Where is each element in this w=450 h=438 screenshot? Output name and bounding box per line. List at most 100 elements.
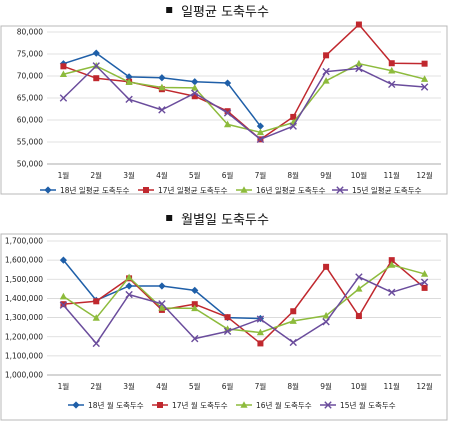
data-point bbox=[290, 113, 297, 120]
series-line bbox=[63, 264, 425, 334]
data-point bbox=[125, 78, 133, 85]
y-tick-label: 1,200,000 bbox=[5, 332, 43, 341]
data-point bbox=[420, 83, 429, 91]
data-point bbox=[158, 83, 166, 91]
y-tick-label: 75,000 bbox=[17, 50, 43, 59]
y-tick-label: 1,000,000 bbox=[5, 371, 43, 380]
data-point bbox=[125, 273, 133, 281]
data-point bbox=[92, 62, 100, 70]
data-point bbox=[388, 80, 396, 89]
data-point bbox=[224, 314, 231, 321]
legend-marker bbox=[240, 401, 248, 408]
data-point bbox=[289, 338, 297, 347]
data-point bbox=[420, 278, 429, 286]
data-point bbox=[322, 311, 330, 319]
data-point bbox=[420, 75, 429, 82]
legend-item: 16년 월 도축두수 bbox=[236, 400, 312, 410]
x-tick-label: 10월 bbox=[351, 381, 368, 391]
y-tick-label: 50,000 bbox=[17, 160, 43, 169]
legend-item: 17년 월 도축두수 bbox=[152, 400, 228, 410]
data-point bbox=[92, 314, 100, 321]
x-tick-label: 9월 bbox=[320, 381, 332, 391]
chart-title: 일평균 도축두수 bbox=[181, 5, 269, 20]
y-tick-label: 1,600,000 bbox=[5, 256, 43, 265]
x-tick-label: 5월 bbox=[189, 170, 201, 180]
legend-item: 18년 일평균 도축두수 bbox=[40, 185, 130, 195]
data-point bbox=[191, 89, 199, 97]
data-point bbox=[125, 290, 133, 299]
data-point bbox=[256, 328, 265, 336]
y-tick-label: 1,300,000 bbox=[5, 313, 43, 322]
legend-marker bbox=[72, 401, 80, 409]
x-tick-label: 12월 bbox=[416, 381, 433, 391]
legend-item: 18년 월 도축두수 bbox=[68, 400, 144, 410]
data-point bbox=[256, 135, 265, 144]
data-point bbox=[93, 75, 100, 82]
x-tick-label: 1월 bbox=[58, 170, 70, 180]
data-point bbox=[224, 108, 231, 115]
data-point bbox=[191, 93, 198, 100]
data-point bbox=[355, 313, 362, 320]
data-point bbox=[355, 59, 363, 67]
y-tick-label: 1,500,000 bbox=[5, 275, 43, 284]
data-point bbox=[421, 60, 428, 67]
title-bullet bbox=[166, 215, 173, 221]
x-tick-label: 4월 bbox=[156, 381, 168, 391]
x-tick-label: 2월 bbox=[90, 381, 102, 391]
legend-label: 18년 월 도축두수 bbox=[88, 400, 144, 410]
data-point bbox=[388, 60, 395, 67]
y-tick-label: 1,400,000 bbox=[5, 294, 43, 303]
data-point bbox=[158, 304, 166, 311]
x-tick-label: 10월 bbox=[351, 170, 368, 180]
data-point bbox=[256, 315, 265, 323]
legend-label: 17년 일평균 도축두수 bbox=[158, 185, 228, 195]
series-4 bbox=[59, 62, 429, 144]
data-point bbox=[125, 282, 133, 290]
data-point bbox=[257, 340, 264, 347]
chart-title: 월별일 도축두수 bbox=[181, 213, 269, 228]
series-3 bbox=[59, 261, 429, 336]
data-point bbox=[158, 74, 166, 82]
data-point bbox=[355, 285, 363, 292]
series-line bbox=[62, 65, 425, 141]
data-point bbox=[125, 95, 133, 104]
data-point bbox=[223, 79, 232, 87]
data-point bbox=[323, 52, 330, 59]
y-tick-label: 60,000 bbox=[17, 116, 43, 125]
data-point bbox=[191, 304, 199, 312]
data-point bbox=[223, 109, 232, 117]
data-point bbox=[355, 64, 363, 73]
data-point bbox=[59, 292, 68, 300]
legend-marker bbox=[336, 186, 344, 194]
legend-marker bbox=[44, 186, 52, 194]
x-tick-label: 7월 bbox=[255, 381, 267, 391]
data-point bbox=[158, 300, 166, 308]
data-point bbox=[59, 256, 68, 264]
y-tick-label: 80,000 bbox=[17, 28, 43, 37]
data-point bbox=[59, 70, 68, 78]
data-point bbox=[223, 120, 232, 128]
x-tick-label: 3월 bbox=[123, 381, 135, 391]
x-tick-label: 1월 bbox=[58, 381, 70, 391]
legend-item: 16년 일평균 도축두수 bbox=[236, 185, 326, 195]
data-point bbox=[191, 78, 199, 86]
x-tick-label: 11월 bbox=[384, 381, 401, 391]
data-point bbox=[223, 327, 232, 336]
data-point bbox=[60, 63, 67, 70]
x-tick-label: 5월 bbox=[189, 381, 201, 391]
data-point bbox=[388, 288, 396, 296]
data-point bbox=[322, 67, 330, 76]
data-point bbox=[256, 128, 265, 136]
data-point bbox=[59, 301, 68, 309]
data-point bbox=[355, 21, 362, 28]
x-tick-label: 11월 bbox=[384, 170, 401, 180]
data-point bbox=[322, 77, 330, 84]
legend-item: 17년 일평균 도축두수 bbox=[138, 185, 228, 195]
x-tick-label: 4월 bbox=[156, 170, 168, 180]
data-point bbox=[59, 94, 68, 102]
legend-item: 15년 일평균 도축두수 bbox=[332, 185, 422, 195]
data-point bbox=[420, 270, 429, 277]
x-tick-label: 6월 bbox=[222, 381, 234, 391]
